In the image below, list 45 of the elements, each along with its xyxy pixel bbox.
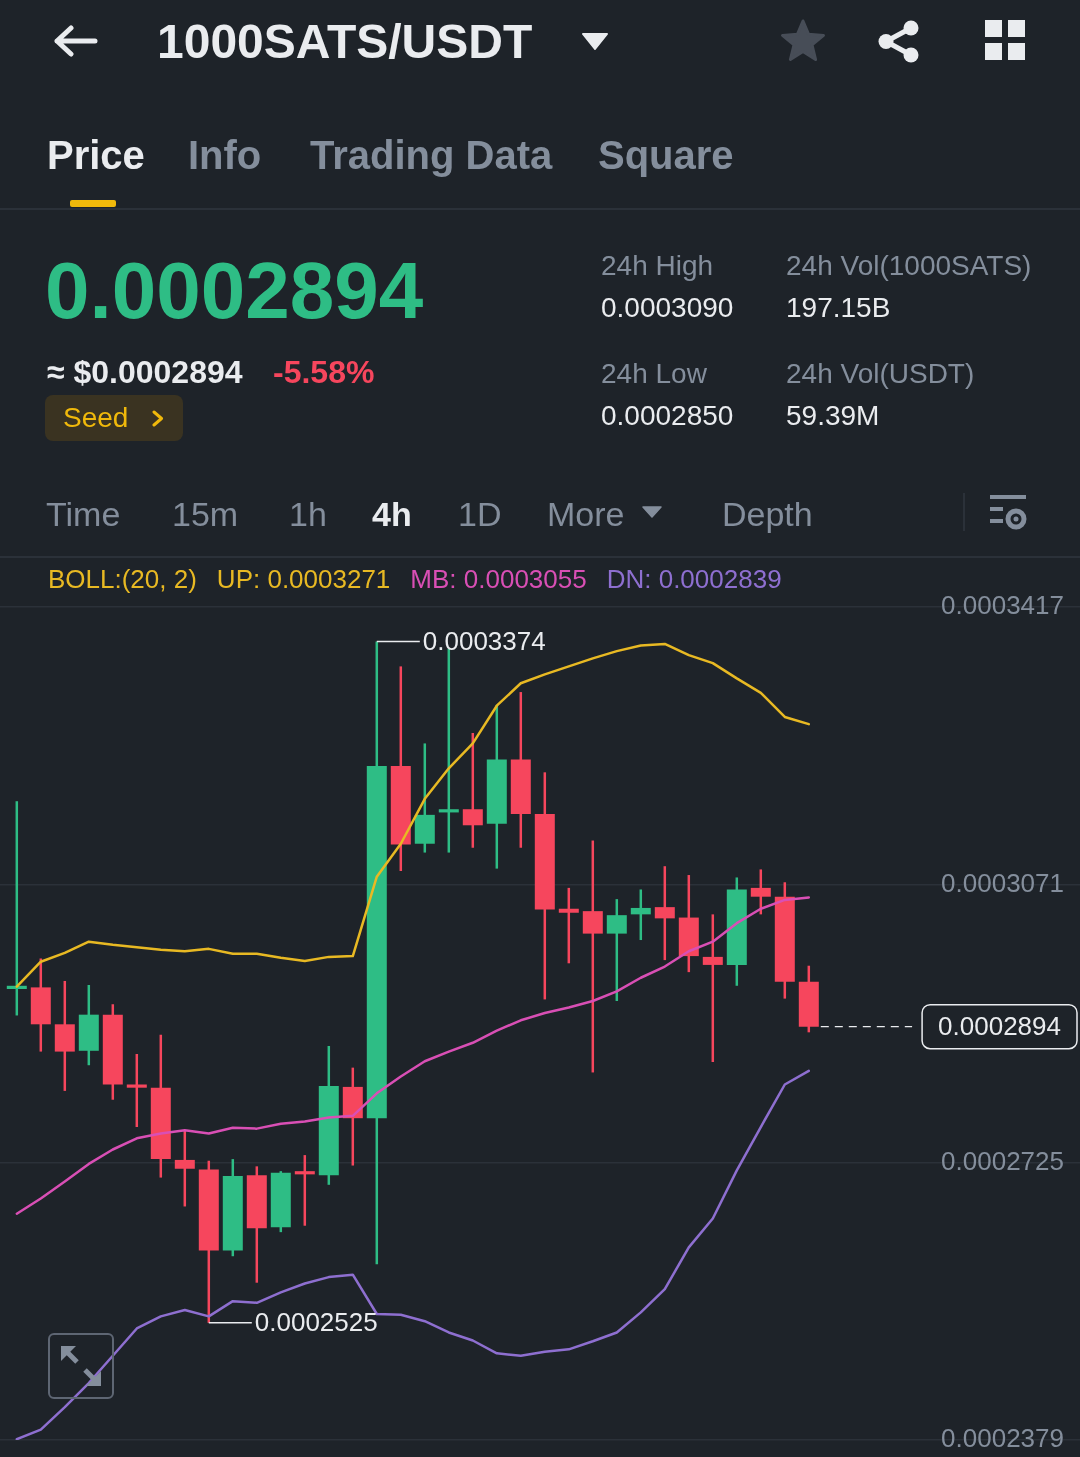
text: Seed xyxy=(63,401,129,435)
candlestick xyxy=(702,913,723,1064)
chart-title: 1000SATS/USDT xyxy=(157,14,533,70)
candlestick xyxy=(126,1052,147,1129)
text: 4h xyxy=(372,495,412,535)
text: -5.58% xyxy=(273,353,375,391)
text: Depth xyxy=(722,495,813,535)
y-tick-label: 0.0002725 xyxy=(941,1145,1064,1176)
annotation: 0.0002525 xyxy=(254,1307,378,1338)
text: ≈ $0.0002894 xyxy=(47,353,243,391)
text: Square xyxy=(598,132,734,178)
text: 0.0002850 xyxy=(601,399,734,433)
y-tick-label: 0.0003417 xyxy=(941,590,1064,621)
candlestick xyxy=(294,1153,315,1227)
text: 24h High xyxy=(601,249,714,283)
candlestick xyxy=(606,897,627,1003)
candlestick xyxy=(750,868,771,916)
text: Trading Data xyxy=(310,132,553,178)
candlestick xyxy=(654,864,675,962)
text: Info xyxy=(188,132,262,178)
candlestick xyxy=(558,886,579,965)
candlestick xyxy=(462,731,483,849)
text: 24h Vol(1000SATS) xyxy=(786,249,1032,283)
candlestick xyxy=(582,839,603,1074)
text: 0.0003090 xyxy=(601,291,734,325)
text: DN: 0.0002839 xyxy=(606,563,782,596)
text: 197.15B xyxy=(786,291,891,325)
text: 24h Low xyxy=(601,357,707,391)
text: 24h Vol(USDT) xyxy=(786,357,975,391)
y-tick-label: 0.0002379 xyxy=(941,1423,1064,1454)
text: 0.0002894 xyxy=(45,245,424,337)
text: MB: 0.0003055 xyxy=(410,563,587,596)
text: UP: 0.0003271 xyxy=(216,563,391,596)
text: 1h xyxy=(289,495,327,535)
annotation: 0.0003374 xyxy=(422,625,546,656)
text: 1D xyxy=(458,495,502,535)
text: Price xyxy=(47,132,145,178)
candlestick xyxy=(630,888,651,942)
ref-line-label: 0.0002894 xyxy=(938,1010,1061,1041)
text: 15m xyxy=(172,495,239,535)
y-tick-label: 0.0003071 xyxy=(941,867,1064,898)
legend-title: BOLL:(20, 2) xyxy=(48,563,197,596)
text: More xyxy=(547,495,625,535)
text: 59.39M xyxy=(786,399,880,433)
text: Time xyxy=(46,495,121,535)
